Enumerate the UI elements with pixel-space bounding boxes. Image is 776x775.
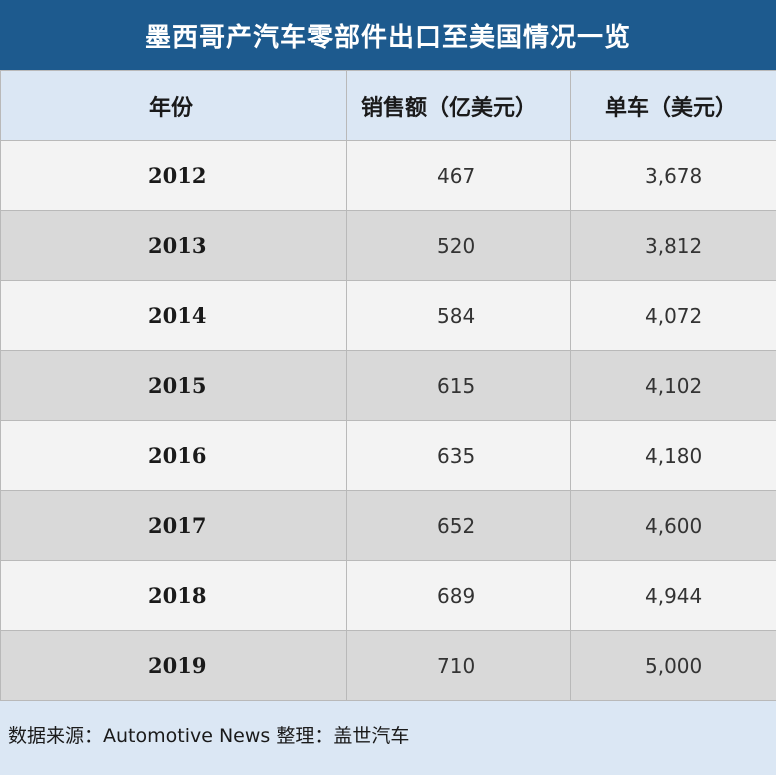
sales-cell: 652 — [346, 490, 571, 561]
unit-cell: 4,102 — [570, 350, 776, 421]
table-row: 2013 520 3,812 — [0, 210, 776, 281]
table-title: 墨西哥产汽车零部件出口至美国情况一览 — [0, 0, 776, 70]
table-row: 2016 635 4,180 — [0, 420, 776, 491]
unit-cell: 4,600 — [570, 490, 776, 561]
column-header-sales: 销售额（亿美元） — [346, 70, 571, 141]
year-cell: 2017 — [0, 490, 347, 561]
year-cell: 2019 — [0, 630, 347, 701]
sales-cell: 710 — [346, 630, 571, 701]
table-row: 2017 652 4,600 — [0, 490, 776, 561]
year-cell: 2018 — [0, 560, 347, 631]
unit-cell: 3,812 — [570, 210, 776, 281]
year-cell: 2013 — [0, 210, 347, 281]
unit-cell: 4,180 — [570, 420, 776, 491]
source-footer: 数据来源：Automotive News 整理：盖世汽车 — [0, 700, 776, 775]
sales-cell: 467 — [346, 140, 571, 211]
unit-cell: 4,072 — [570, 280, 776, 351]
table-row: 2018 689 4,944 — [0, 560, 776, 631]
year-cell: 2016 — [0, 420, 347, 491]
table-row: 2015 615 4,102 — [0, 350, 776, 421]
sales-cell: 584 — [346, 280, 571, 351]
column-header-unit: 单车（美元） — [570, 70, 776, 141]
column-header-year: 年份 — [0, 70, 347, 141]
table-row: 2019 710 5,000 — [0, 630, 776, 701]
year-cell: 2014 — [0, 280, 347, 351]
unit-cell: 4,944 — [570, 560, 776, 631]
unit-cell: 5,000 — [570, 630, 776, 701]
sales-cell: 635 — [346, 420, 571, 491]
unit-cell: 3,678 — [570, 140, 776, 211]
header-row: 年份 销售额（亿美元） 单车（美元） — [0, 70, 776, 141]
table-row: 2014 584 4,072 — [0, 280, 776, 351]
sales-cell: 689 — [346, 560, 571, 631]
year-cell: 2012 — [0, 140, 347, 211]
year-cell: 2015 — [0, 350, 347, 421]
table-row: 2012 467 3,678 — [0, 140, 776, 211]
sales-cell: 520 — [346, 210, 571, 281]
data-table: 年份 销售额（亿美元） 单车（美元） 2012 467 3,678 2013 5… — [0, 70, 776, 701]
sales-cell: 615 — [346, 350, 571, 421]
